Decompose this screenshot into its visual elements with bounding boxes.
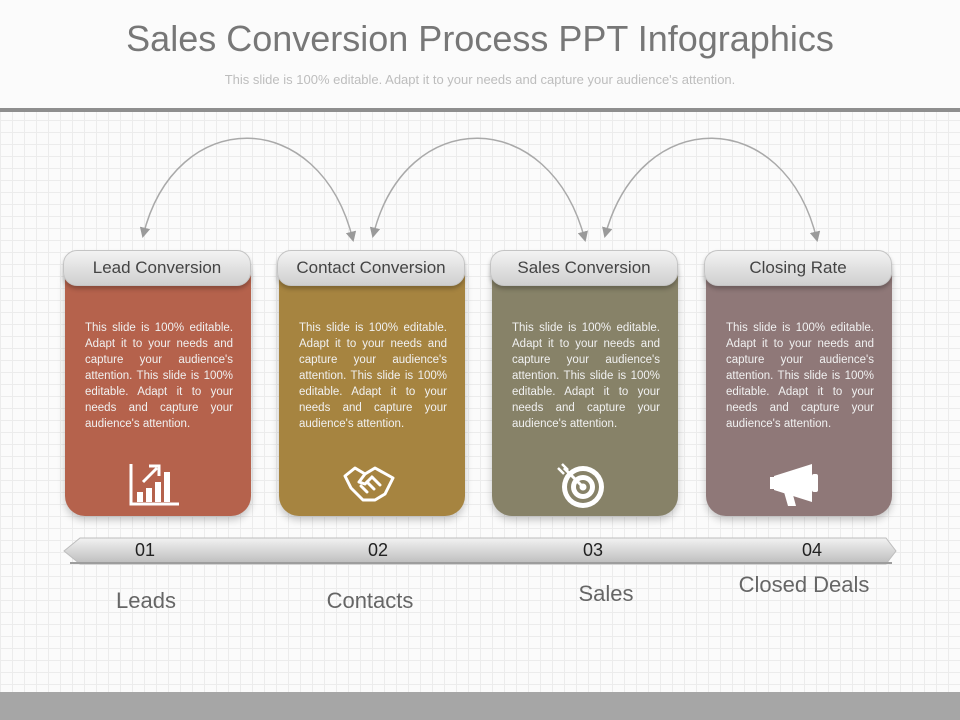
- footer-bar: [0, 692, 960, 720]
- card-body-text: This slide is 100% editable. Adapt it to…: [299, 322, 447, 430]
- timeline-number: 01: [134, 540, 156, 560]
- bar-chart-icon: [129, 464, 179, 506]
- slide-header: Sales Conversion Process PPT Infographic…: [0, 0, 960, 108]
- handshake-icon: [343, 466, 395, 502]
- card-contact-conversion: Contact Conversion This slide is 100% ed…: [277, 250, 465, 516]
- arc-connector-3: [602, 137, 821, 243]
- arc-connector-2: [369, 137, 588, 243]
- card-body-text: This slide is 100% editable. Adapt it to…: [726, 322, 874, 430]
- timeline-number: 02: [367, 540, 389, 560]
- timeline-number: 03: [582, 540, 604, 560]
- timeline-number: 04: [801, 540, 823, 560]
- card-sales-conversion: Sales Conversion This slide is 100% edit…: [490, 250, 678, 516]
- stage-label-closed-deals: Closed Deals: [738, 572, 870, 597]
- card-label: Closing Rate: [704, 250, 892, 286]
- arc-connector-1: [139, 137, 357, 243]
- header-divider: [0, 108, 960, 112]
- card-label: Sales Conversion: [490, 250, 678, 286]
- card-lead-conversion: Lead Conversion This slide is 100% edita…: [63, 250, 251, 516]
- card-closing-rate: Closing Rate This slide is 100% editable…: [704, 250, 892, 516]
- stage-label-leads: Leads: [116, 588, 176, 613]
- card-body-text: This slide is 100% editable. Adapt it to…: [512, 322, 660, 430]
- megaphone-icon: [770, 464, 818, 506]
- target-icon: [557, 463, 604, 508]
- slide-subtitle: This slide is 100% editable. Adapt it to…: [224, 72, 736, 87]
- card-label: Lead Conversion: [63, 250, 251, 286]
- stage-label-sales: Sales: [578, 581, 634, 606]
- card-label: Contact Conversion: [277, 250, 465, 286]
- card-body-text: This slide is 100% editable. Adapt it to…: [85, 322, 233, 430]
- slide-title: Sales Conversion Process PPT Infographic…: [126, 18, 834, 59]
- stage-label-contacts: Contacts: [326, 588, 414, 613]
